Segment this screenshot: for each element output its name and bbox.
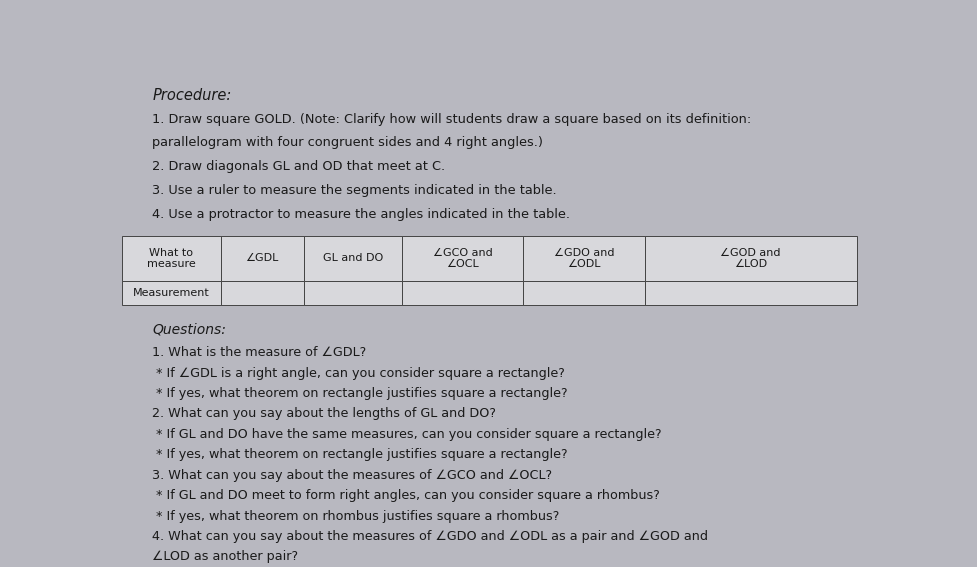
Bar <box>524 281 645 306</box>
Bar <box>304 281 403 306</box>
Bar <box>122 281 221 306</box>
Text: * If yes, what theorem on rectangle justifies square a rectangle?: * If yes, what theorem on rectangle just… <box>152 387 568 400</box>
Bar <box>221 235 304 281</box>
Text: * If GL and DO meet to form right angles, can you consider square a rhombus?: * If GL and DO meet to form right angles… <box>152 489 660 502</box>
Text: What to
measure: What to measure <box>147 248 195 269</box>
Bar <box>645 281 857 306</box>
Text: Questions:: Questions: <box>152 323 227 337</box>
Text: GL and DO: GL and DO <box>323 253 383 264</box>
Bar <box>221 281 304 306</box>
Text: * If yes, what theorem on rhombus justifies square a rhombus?: * If yes, what theorem on rhombus justif… <box>152 510 560 523</box>
Text: * If yes, what theorem on rectangle justifies square a rectangle?: * If yes, what theorem on rectangle just… <box>152 448 568 462</box>
Text: ∠GOD and
∠LOD: ∠GOD and ∠LOD <box>720 248 781 269</box>
Text: 4. Use a protractor to measure the angles indicated in the table.: 4. Use a protractor to measure the angle… <box>152 208 571 221</box>
Bar <box>645 235 857 281</box>
Text: ∠LOD as another pair?: ∠LOD as another pair? <box>152 551 299 564</box>
Text: 3. Use a ruler to measure the segments indicated in the table.: 3. Use a ruler to measure the segments i… <box>152 184 557 197</box>
Bar <box>403 281 524 306</box>
Text: 2. Draw diagonals GL and OD that meet at C.: 2. Draw diagonals GL and OD that meet at… <box>152 160 446 174</box>
Text: ∠GDO and
∠ODL: ∠GDO and ∠ODL <box>554 248 615 269</box>
Text: 1. What is the measure of ∠GDL?: 1. What is the measure of ∠GDL? <box>152 346 366 359</box>
Text: * If ∠GDL is a right angle, can you consider square a rectangle?: * If ∠GDL is a right angle, can you cons… <box>152 367 566 379</box>
Bar <box>403 235 524 281</box>
Text: ∠GCO and
∠OCL: ∠GCO and ∠OCL <box>433 248 492 269</box>
Text: * If GL and DO have the same measures, can you consider square a rectangle?: * If GL and DO have the same measures, c… <box>152 428 662 441</box>
Bar <box>524 235 645 281</box>
Text: 4. What can you say about the measures of ∠GDO and ∠ODL as a pair and ∠GOD and: 4. What can you say about the measures o… <box>152 530 708 543</box>
Text: Measurement: Measurement <box>133 289 210 298</box>
Text: parallelogram with four congruent sides and 4 right angles.): parallelogram with four congruent sides … <box>152 137 543 150</box>
Text: 1. Draw square GOLD. (Note: Clarify how will students draw a square based on its: 1. Draw square GOLD. (Note: Clarify how … <box>152 112 751 125</box>
Text: ∠GDL: ∠GDL <box>245 253 278 264</box>
Bar <box>122 235 221 281</box>
Text: Procedure:: Procedure: <box>152 88 232 103</box>
Text: 2. What can you say about the lengths of GL and DO?: 2. What can you say about the lengths of… <box>152 408 496 421</box>
Bar <box>304 235 403 281</box>
Text: 3. What can you say about the measures of ∠GCO and ∠OCL?: 3. What can you say about the measures o… <box>152 469 553 482</box>
